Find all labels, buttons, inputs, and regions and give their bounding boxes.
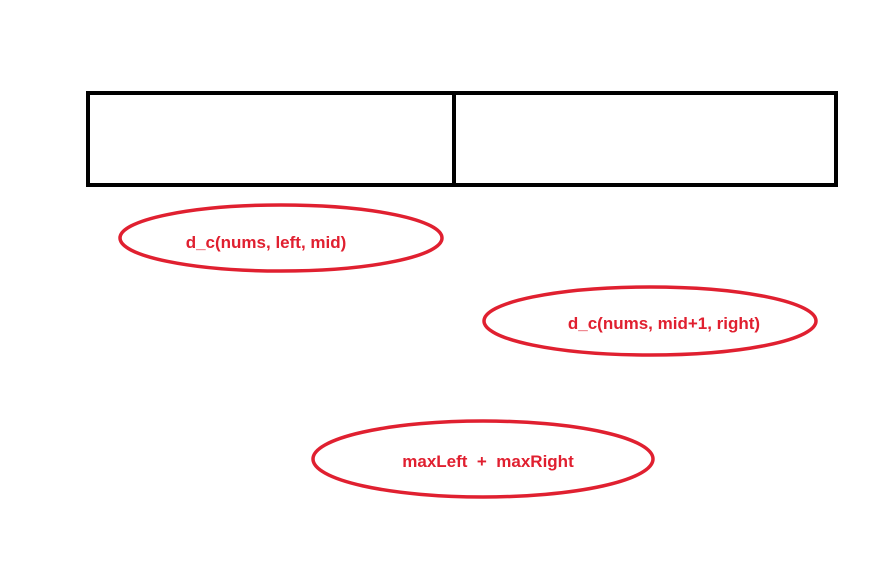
combine-ellipse bbox=[311, 419, 655, 499]
right-call-label: d_c(nums, mid+1, right) bbox=[568, 314, 760, 333]
right-call-ellipse bbox=[482, 285, 818, 357]
left-call-label: d_c(nums, left, mid) bbox=[186, 233, 347, 252]
right-call-annotation: d_c(nums, mid+1, right) bbox=[482, 285, 818, 357]
left-call-annotation: d_c(nums, left, mid) bbox=[118, 203, 444, 273]
combine-label: maxLeft + maxRight bbox=[402, 452, 574, 471]
combine-annotation: maxLeft + maxRight bbox=[311, 419, 655, 499]
array-right-half bbox=[452, 91, 838, 187]
array-box bbox=[86, 91, 838, 187]
array-left-half bbox=[86, 91, 456, 187]
left-call-ellipse bbox=[118, 203, 444, 273]
